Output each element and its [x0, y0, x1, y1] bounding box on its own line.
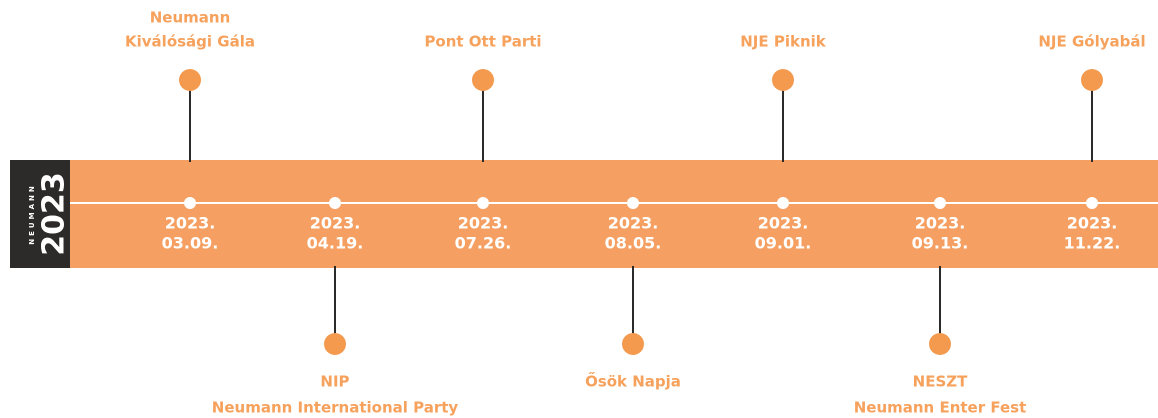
date-day: 03.09.	[162, 234, 219, 253]
event-title: Neumann	[150, 9, 231, 27]
date-day: 07.26.	[455, 234, 512, 253]
timeline-dot	[477, 197, 489, 209]
event-title: Neumann Enter Fest	[854, 399, 1027, 417]
event-title: Ősök Napja	[585, 371, 681, 391]
event-dot	[772, 69, 794, 91]
event-title: NJE Gólyabál	[1038, 33, 1145, 51]
event-dot	[929, 333, 951, 355]
date-day: 09.13.	[912, 234, 969, 253]
timeline-dot	[1086, 197, 1098, 209]
timeline-band	[70, 160, 1158, 268]
logo-brand: NEUMANN	[28, 183, 36, 244]
event-title: NESZT	[913, 373, 968, 391]
event-dot	[622, 333, 644, 355]
date-year: 2023.	[165, 214, 216, 233]
date-year: 2023.	[458, 214, 509, 233]
timeline-dot	[184, 197, 196, 209]
event-title: Neumann International Party	[212, 399, 459, 417]
event-dot	[179, 69, 201, 91]
event-dot	[324, 333, 346, 355]
date-day: 08.05.	[605, 234, 662, 253]
timeline-dot	[777, 197, 789, 209]
event-dot	[1081, 69, 1103, 91]
event-title: NJE Piknik	[740, 33, 827, 51]
timeline-dot	[627, 197, 639, 209]
date-year: 2023.	[758, 214, 809, 233]
event-title: Kiválósági Gála	[125, 33, 255, 51]
date-day: 11.22.	[1064, 234, 1121, 253]
date-year: 2023.	[1067, 214, 1118, 233]
logo-box	[10, 160, 70, 268]
date-year: 2023.	[608, 214, 659, 233]
logo-year: 2023	[37, 172, 72, 256]
event-dot	[472, 69, 494, 91]
date-year: 2023.	[915, 214, 966, 233]
date-day: 04.19.	[307, 234, 364, 253]
timeline-dot	[934, 197, 946, 209]
timeline-dot	[329, 197, 341, 209]
date-year: 2023.	[310, 214, 361, 233]
event-title: Pont Ott Parti	[424, 33, 541, 51]
date-day: 09.01.	[755, 234, 812, 253]
event-title: NIP	[320, 373, 349, 391]
